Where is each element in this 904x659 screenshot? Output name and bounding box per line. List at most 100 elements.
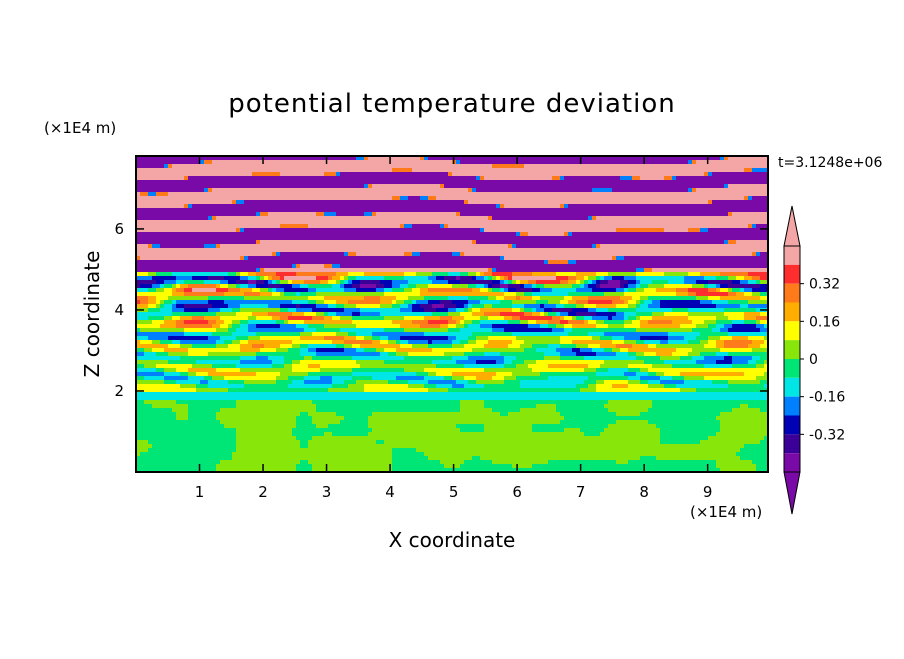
field-cell — [684, 164, 689, 169]
field-cell — [580, 188, 585, 193]
field-cell — [704, 272, 709, 277]
field-cell — [184, 240, 189, 245]
field-cell — [688, 196, 693, 201]
field-cell — [356, 224, 361, 229]
field-cell — [308, 228, 313, 233]
field-cell — [144, 228, 149, 233]
field-cell — [468, 252, 473, 257]
field-cell — [268, 180, 273, 185]
field-cell — [452, 248, 457, 253]
field-cell — [272, 196, 277, 201]
field-cell — [356, 204, 361, 209]
field-cell — [168, 260, 173, 265]
field-cell — [216, 204, 221, 209]
field-cell — [612, 172, 617, 177]
field-cell — [188, 168, 193, 173]
field-cell — [348, 252, 353, 257]
field-cell — [312, 280, 317, 285]
field-cell — [308, 232, 313, 237]
field-cell — [204, 244, 209, 249]
field-cell — [716, 160, 721, 165]
field-cell — [412, 252, 417, 257]
field-cell — [344, 208, 349, 213]
field-cell — [656, 184, 661, 189]
field-cell — [568, 240, 573, 245]
field-cell — [500, 244, 505, 249]
field-cell — [316, 236, 321, 241]
field-cell — [500, 280, 505, 285]
field-cell — [624, 236, 629, 241]
field-cell — [372, 252, 377, 257]
field-cell — [376, 252, 381, 257]
field-cell — [328, 236, 333, 241]
field-cell — [472, 220, 477, 225]
field-cell — [192, 264, 197, 269]
field-cell — [300, 272, 305, 277]
field-cell — [320, 160, 325, 165]
field-cell — [424, 164, 429, 169]
field-cell — [352, 224, 357, 229]
field-cell — [596, 160, 601, 165]
field-cell — [748, 240, 753, 245]
field-cell — [548, 164, 553, 169]
field-cell — [632, 192, 637, 197]
field-cell — [444, 276, 449, 281]
field-cell — [212, 224, 217, 229]
field-cell — [700, 180, 705, 185]
field-cell — [628, 272, 633, 277]
field-cell — [460, 188, 465, 193]
field-cell — [748, 252, 753, 257]
field-cell — [700, 264, 705, 269]
field-cell — [224, 180, 229, 185]
field-cell — [364, 180, 369, 185]
field-cell — [572, 172, 577, 177]
field-cell — [280, 212, 285, 217]
field-cell — [484, 216, 489, 221]
field-cell — [388, 192, 393, 197]
field-cell — [748, 216, 753, 221]
field-cell — [176, 268, 181, 273]
field-cell — [204, 220, 209, 225]
field-cell — [648, 188, 653, 193]
field-cell — [532, 248, 537, 253]
field-cell — [196, 172, 201, 177]
field-cell — [448, 248, 453, 253]
field-cell — [412, 188, 417, 193]
field-cell — [408, 268, 413, 273]
field-cell — [404, 252, 409, 257]
field-cell — [436, 232, 441, 237]
field-cell — [392, 240, 397, 245]
field-cell — [440, 168, 445, 173]
field-cell — [368, 264, 373, 269]
field-cell — [396, 244, 401, 249]
field-cell — [344, 160, 349, 165]
field-cell — [176, 196, 181, 201]
field-cell — [220, 272, 225, 277]
field-cell — [612, 236, 617, 241]
field-cell — [244, 192, 249, 197]
field-cell — [592, 196, 597, 201]
field-cell — [236, 200, 241, 205]
field-cell — [404, 208, 409, 213]
field-cell — [496, 172, 501, 177]
field-cell — [536, 204, 541, 209]
field-cell — [508, 276, 513, 281]
field-cell — [148, 272, 153, 277]
field-cell — [612, 220, 617, 225]
field-cell — [500, 184, 505, 189]
field-cell — [140, 188, 145, 193]
field-cell — [468, 192, 473, 197]
field-cell — [528, 168, 533, 173]
field-cell — [316, 248, 321, 253]
field-cell — [384, 224, 389, 229]
field-cell — [236, 276, 241, 281]
field-cell — [756, 204, 761, 209]
field-cell — [376, 212, 381, 217]
field-cell — [576, 236, 581, 241]
field-cell — [372, 204, 377, 209]
field-cell — [208, 168, 213, 173]
field-cell — [740, 192, 745, 197]
field-cell — [296, 220, 301, 225]
field-cell — [200, 232, 205, 237]
field-cell — [720, 164, 725, 169]
